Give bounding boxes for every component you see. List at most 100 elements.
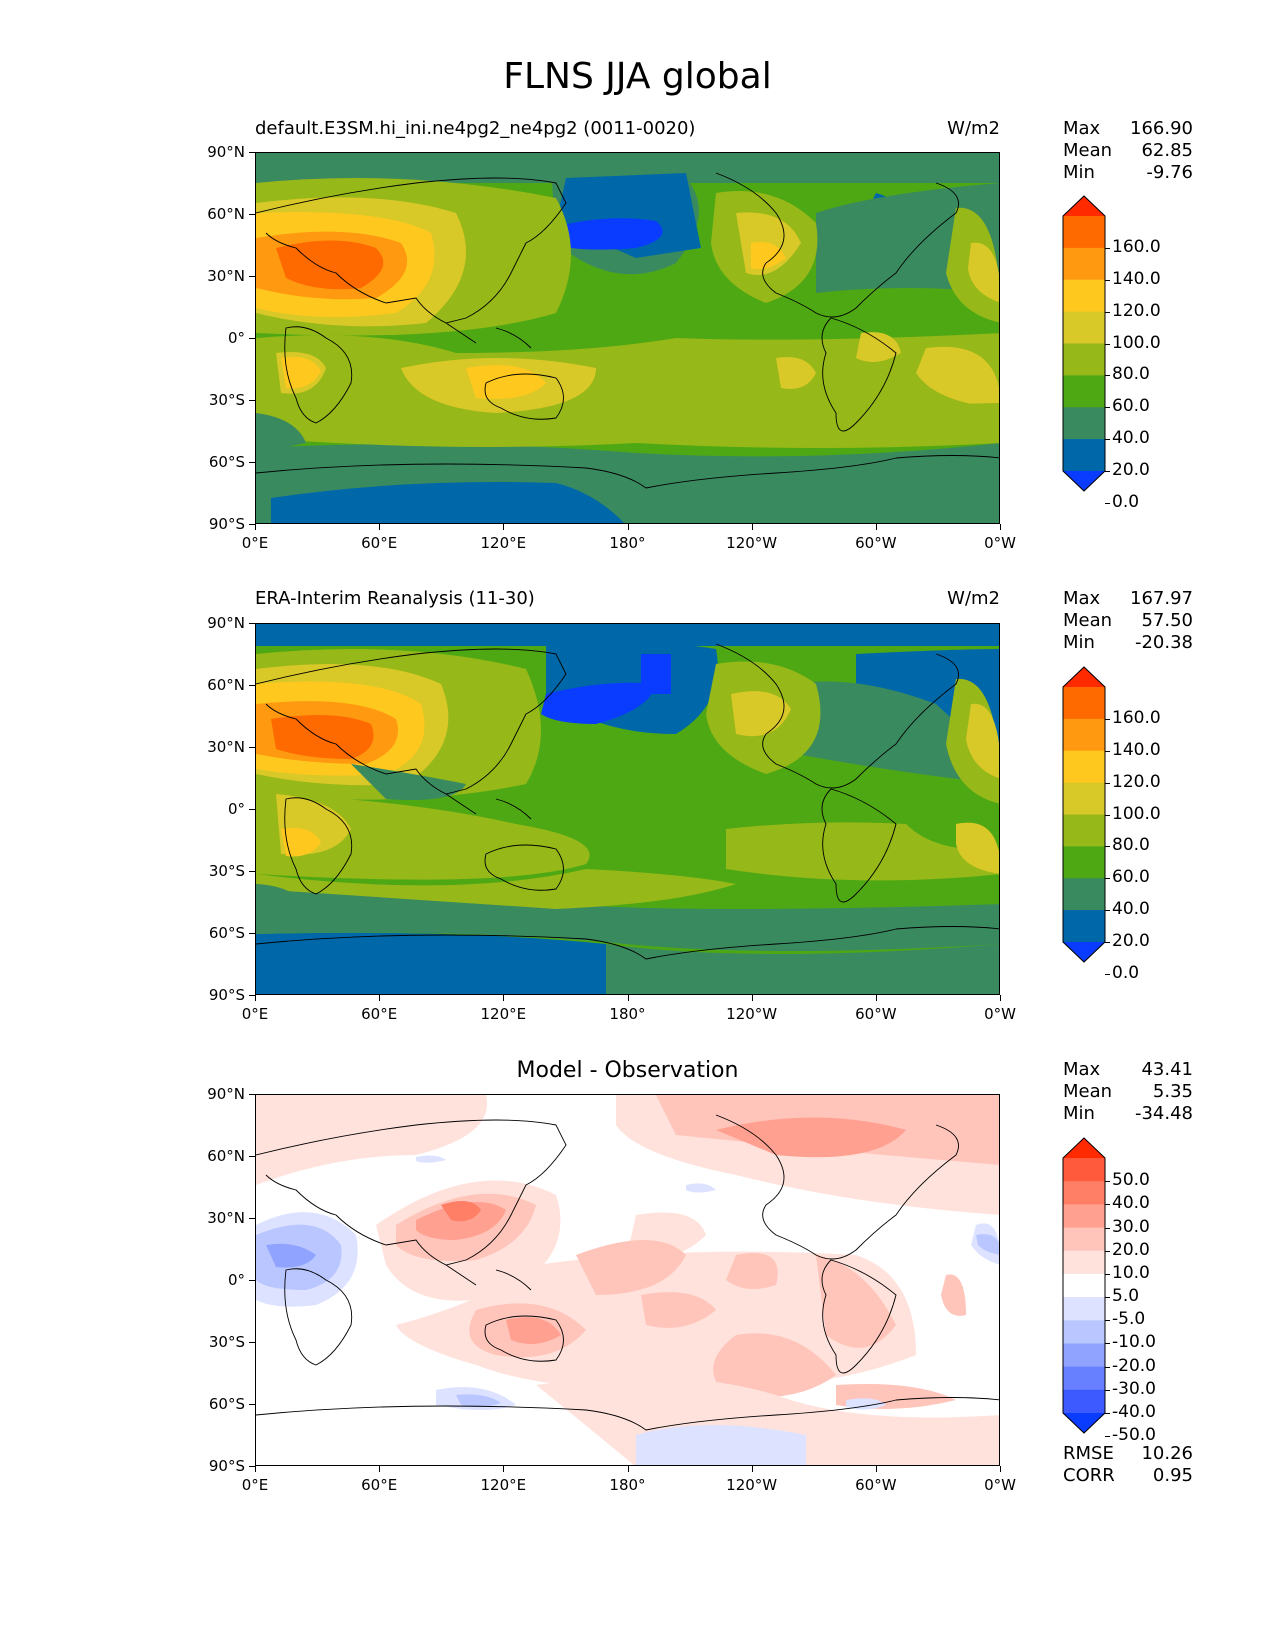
colorbar	[1062, 666, 1106, 963]
colorbar-tick	[1105, 1413, 1110, 1414]
x-tick-mark	[627, 995, 629, 1001]
y-tick-label: 30°S	[208, 391, 245, 409]
stat-row: Min -9.76	[1063, 162, 1193, 184]
x-tick-mark	[751, 995, 753, 1001]
colorbar-min-extend	[1063, 1413, 1105, 1433]
x-tick-label: 60°W	[855, 534, 897, 552]
colorbar-segment	[1063, 1320, 1105, 1344]
x-tick-mark	[875, 524, 877, 530]
diff-map	[255, 1094, 1000, 1466]
x-tick-mark	[503, 1466, 505, 1472]
x-tick-label: 120°W	[726, 534, 778, 552]
x-tick-mark	[627, 524, 629, 530]
x-tick-mark	[255, 995, 256, 1001]
colorbar-tick	[1105, 1297, 1110, 1299]
stats-box: Max 43.41 Mean 5.35 Min -34.48	[1063, 1059, 1193, 1125]
x-tick-label: 0°E	[241, 534, 269, 552]
colorbar-label: 10.0	[1112, 1262, 1150, 1283]
colorbar-tick	[1105, 846, 1110, 848]
colorbar-label: 0.0	[1112, 491, 1140, 512]
stat-value: 43.41	[1141, 1059, 1193, 1080]
colorbar-segment	[1063, 687, 1105, 720]
colorbar	[1062, 1137, 1106, 1434]
y-tick-label: 0°	[227, 329, 245, 347]
y-tick-mark	[249, 1218, 255, 1219]
y-tick-label: 30°N	[207, 267, 245, 285]
stat-value: 166.90	[1130, 118, 1193, 139]
y-tick-label: 60°N	[207, 676, 245, 694]
colorbar-segment	[1063, 782, 1105, 815]
colorbar-segment	[1063, 343, 1105, 376]
colorbar-label: -30.0	[1112, 1378, 1156, 1399]
x-tick-mark	[379, 995, 381, 1001]
x-tick-label: 0°W	[984, 534, 1016, 552]
colorbar-tick	[1105, 1273, 1110, 1275]
colorbar-segment	[1063, 846, 1105, 879]
colorbar-label: 160.0	[1112, 236, 1161, 257]
colorbar-tick	[1105, 1320, 1110, 1322]
colorbar-tick	[1105, 407, 1110, 409]
colorbar-max-extend	[1063, 667, 1105, 687]
colorbar-tick	[1105, 750, 1110, 752]
y-tick-mark	[249, 338, 255, 339]
colorbar-tick	[1105, 1227, 1110, 1229]
colorbar-label: -10.0	[1112, 1332, 1156, 1353]
page-title: FLNS JJA global	[503, 56, 772, 97]
colorbar-label: -50.0	[1112, 1425, 1156, 1446]
colorbar-segment	[1063, 1389, 1105, 1414]
stat-value: 10.26	[1141, 1443, 1193, 1464]
colorbar-tick	[1105, 375, 1110, 377]
stat-row: Min -34.48	[1063, 1103, 1193, 1125]
x-tick-label: 0°W	[984, 1476, 1016, 1494]
colorbar-label: 100.0	[1112, 332, 1161, 353]
colorbar-label: 20.0	[1112, 1239, 1150, 1260]
stat-name: RMSE	[1063, 1443, 1114, 1464]
stat-name: Mean	[1063, 1081, 1113, 1102]
y-tick-label: 90°S	[208, 986, 245, 1004]
colorbar-label: 80.0	[1112, 835, 1150, 856]
x-tick-label: 60°E	[361, 534, 398, 552]
colorbar-segment	[1063, 1158, 1105, 1182]
x-tick-mark	[255, 524, 256, 530]
y-tick-label: 90°S	[208, 1457, 245, 1475]
y-tick-mark	[249, 995, 255, 996]
colorbar-tick	[1105, 973, 1110, 975]
colorbar-tick	[1105, 1343, 1110, 1345]
obs-map	[255, 623, 1000, 995]
stat-name: Min	[1063, 1103, 1095, 1124]
stat-value: 0.95	[1152, 1465, 1193, 1486]
stat-value: 62.85	[1141, 140, 1193, 161]
stat-name: Min	[1063, 632, 1095, 653]
y-tick-mark	[249, 1466, 255, 1467]
x-tick-label: 120°W	[726, 1476, 778, 1494]
stat-value: 57.50	[1141, 610, 1193, 631]
colorbar-segment	[1063, 1204, 1105, 1229]
y-tick-label: 90°N	[207, 614, 245, 632]
colorbar-tick	[1105, 878, 1110, 880]
stat-row: CORR 0.95	[1063, 1465, 1193, 1487]
colorbar-segment	[1063, 1181, 1105, 1205]
colorbar-label: 40.0	[1112, 899, 1150, 920]
colorbar-segment	[1063, 750, 1105, 784]
stat-name: Mean	[1063, 610, 1113, 631]
x-tick-label: 0°E	[241, 1476, 269, 1494]
stat-name: Max	[1063, 588, 1101, 609]
model-subtitle: default.E3SM.hi_ini.ne4pg2_ne4pg2 (0011-…	[255, 118, 696, 139]
colorbar-tick	[1105, 1366, 1110, 1368]
obs-units: W/m2	[947, 588, 1000, 609]
colorbar-label: 0.0	[1112, 962, 1140, 983]
y-tick-label: 90°N	[207, 143, 245, 161]
x-tick-mark	[1000, 1466, 1001, 1472]
colorbar-label: 30.0	[1112, 1216, 1150, 1237]
y-tick-mark	[249, 1280, 255, 1281]
y-tick-mark	[249, 400, 255, 401]
stat-name: Max	[1063, 118, 1101, 139]
colorbar-segment	[1063, 247, 1105, 281]
x-tick-label: 120°E	[480, 534, 527, 552]
y-tick-mark	[249, 152, 255, 153]
y-tick-label: 60°N	[207, 205, 245, 223]
colorbar-segment	[1063, 1227, 1105, 1252]
colorbar-segment	[1063, 216, 1105, 249]
y-tick-label: 60°S	[208, 453, 245, 471]
colorbar-label: 80.0	[1112, 364, 1150, 385]
